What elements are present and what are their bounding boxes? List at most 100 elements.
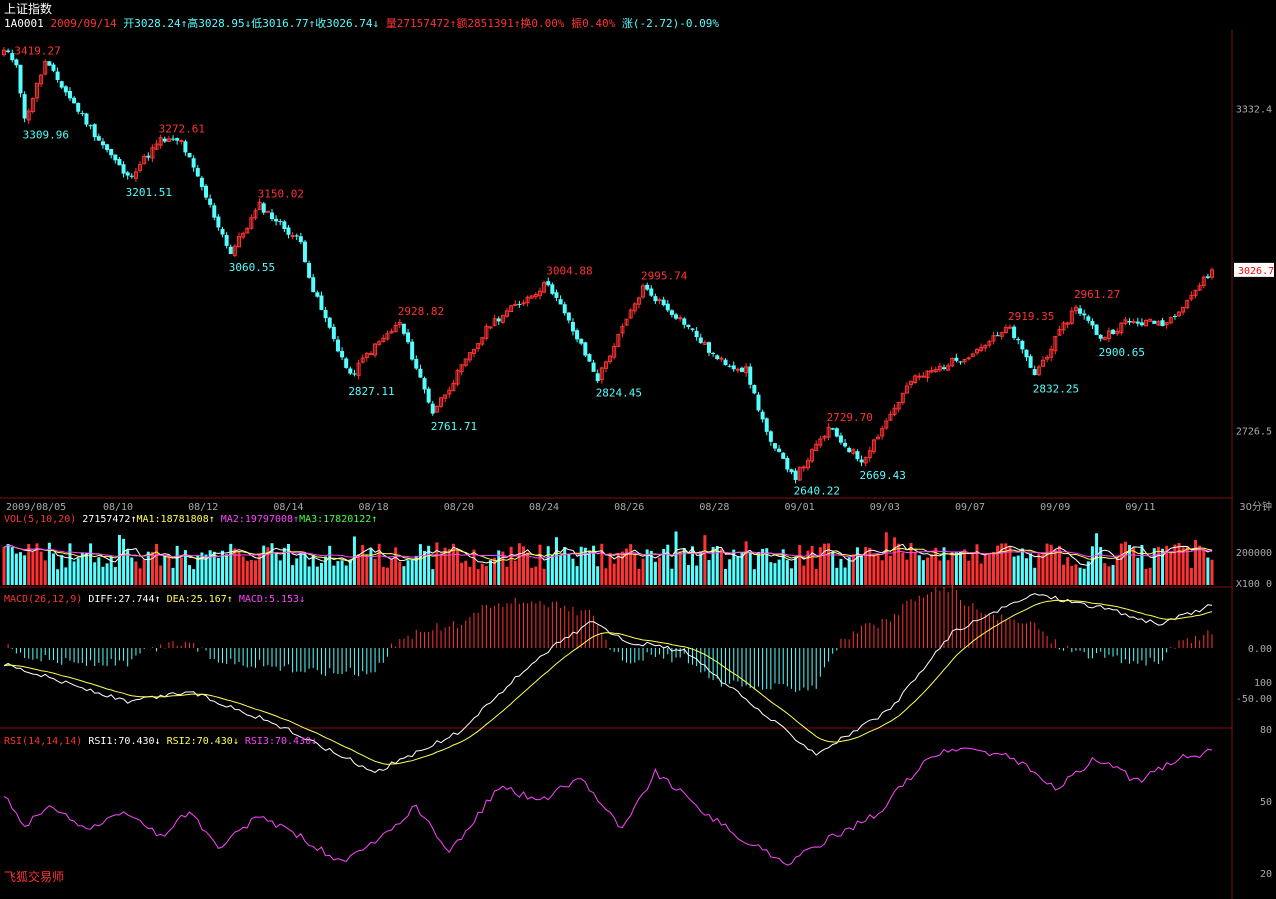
candle-body xyxy=(463,358,468,366)
candle-body xyxy=(467,352,472,361)
candle xyxy=(195,165,200,177)
candle xyxy=(171,135,176,141)
volume-bar xyxy=(575,566,579,585)
candle xyxy=(884,418,889,430)
volume-bar xyxy=(266,547,270,585)
candle-body xyxy=(859,459,864,463)
volume-bar xyxy=(1033,567,1037,585)
volume-bar xyxy=(596,566,600,585)
candle-body xyxy=(698,337,703,343)
index-code: 1A0001 xyxy=(4,17,44,30)
volume-bar xyxy=(89,543,93,585)
price-annotation: 2761.71 xyxy=(431,420,477,433)
candle-body xyxy=(979,346,984,351)
candle-body xyxy=(525,296,530,304)
candle-body xyxy=(1053,336,1058,352)
volume-bar xyxy=(435,542,439,585)
candle xyxy=(1111,328,1116,335)
volume-bar xyxy=(200,552,204,585)
rsi-line xyxy=(3,747,1213,866)
candle-body xyxy=(583,342,588,356)
volume-bar xyxy=(447,549,451,585)
candle xyxy=(587,353,592,362)
candle xyxy=(628,308,633,320)
volume-bar xyxy=(715,545,719,585)
candle-body xyxy=(1135,321,1140,324)
candle xyxy=(237,232,242,248)
candle-body xyxy=(595,373,600,382)
price-annotation: 3419.27 xyxy=(14,44,60,57)
candle xyxy=(595,369,600,384)
volume-bar xyxy=(740,552,744,585)
volume-bar xyxy=(629,544,633,585)
candle-body xyxy=(880,428,885,437)
candle xyxy=(1193,289,1198,299)
volume-bar xyxy=(175,545,179,585)
candle-body xyxy=(554,292,559,298)
quote-line: 1A0001 2009/09/14 开3028.24↑高3028.95↓低301… xyxy=(4,15,719,31)
volume-bar xyxy=(1090,546,1094,585)
candle-body xyxy=(1024,349,1029,358)
volume-bar xyxy=(909,543,913,585)
candle xyxy=(2,46,6,57)
volume-bar xyxy=(991,551,995,585)
candle xyxy=(249,214,254,230)
candle-body xyxy=(1028,356,1033,368)
volume-bar xyxy=(369,548,373,585)
candle-body xyxy=(888,413,893,421)
volume-bar xyxy=(27,543,31,585)
candle-body xyxy=(999,332,1004,337)
candle xyxy=(67,87,72,102)
volume-bar xyxy=(464,560,468,585)
candle xyxy=(397,318,402,329)
candle-body xyxy=(397,321,402,326)
candle-body xyxy=(1094,324,1099,335)
volume-bar xyxy=(559,555,563,585)
candle xyxy=(970,352,975,358)
candle-body xyxy=(158,137,163,146)
candle-body xyxy=(529,295,534,299)
candle xyxy=(851,448,856,456)
candle-body xyxy=(96,136,101,141)
candle-body xyxy=(1139,322,1144,326)
candle-body xyxy=(1111,329,1116,334)
candle-body xyxy=(360,357,365,363)
candle xyxy=(356,359,361,380)
candle-body xyxy=(492,318,497,326)
candle xyxy=(451,379,456,392)
volume-bar xyxy=(971,552,975,585)
candle xyxy=(876,434,881,440)
candle xyxy=(323,307,328,323)
candle xyxy=(1016,336,1021,345)
candle xyxy=(381,334,386,343)
candle xyxy=(744,363,749,377)
candle xyxy=(785,455,790,473)
candle xyxy=(113,154,118,164)
volume-bar xyxy=(456,549,460,585)
volume-bar xyxy=(769,562,773,585)
vol-value: 27157472↑ xyxy=(82,514,137,525)
volume-bar xyxy=(1152,548,1156,585)
volume-bar xyxy=(625,548,629,585)
candle xyxy=(612,343,617,360)
candle xyxy=(282,220,287,232)
candle-body xyxy=(208,198,213,205)
candle xyxy=(265,210,270,213)
volume-bar xyxy=(1185,546,1189,585)
volume-bar xyxy=(159,565,163,585)
volume-bar xyxy=(253,560,257,585)
volume-bar xyxy=(291,565,295,585)
candle-body xyxy=(822,435,827,439)
volume-bar xyxy=(427,545,431,585)
candle xyxy=(162,136,167,143)
candle-body xyxy=(641,285,646,298)
candle-body xyxy=(855,451,860,460)
price-annotation: 2961.27 xyxy=(1074,288,1120,301)
volume-bar xyxy=(917,555,921,585)
volume-bar xyxy=(827,543,831,585)
candle xyxy=(669,309,674,318)
candle-body xyxy=(154,143,159,150)
candle-body xyxy=(443,394,448,399)
volume-bar xyxy=(212,551,216,585)
